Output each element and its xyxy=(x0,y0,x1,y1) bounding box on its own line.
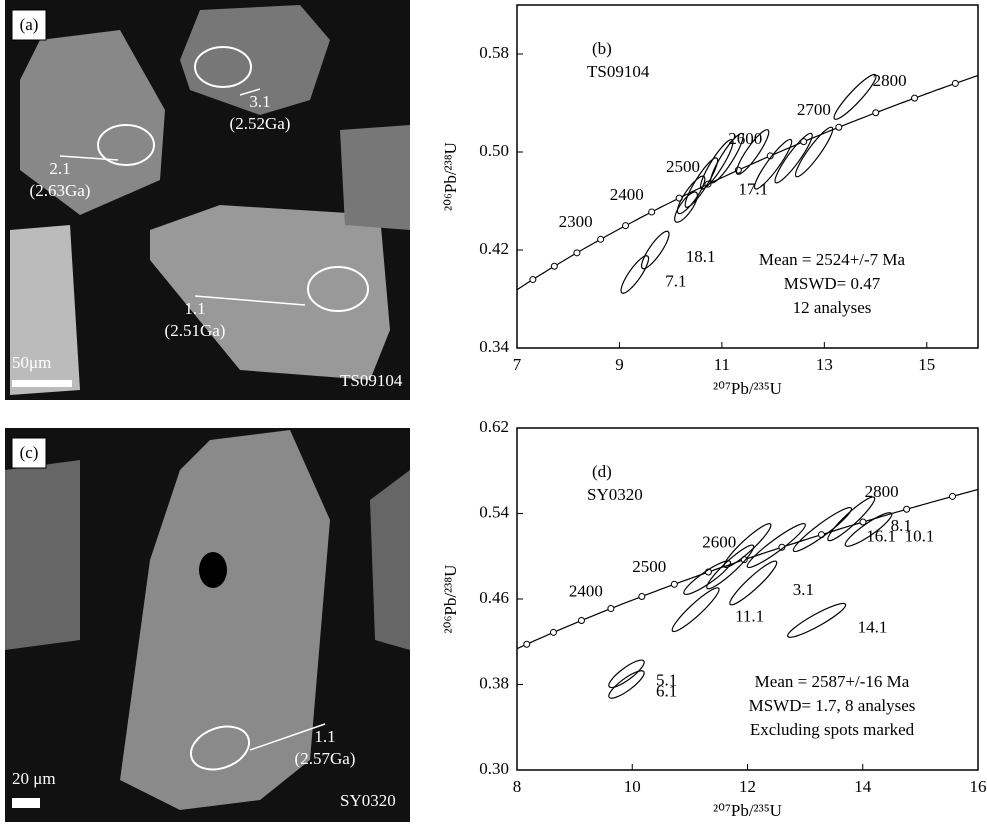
spot-age: (2.57Ga) xyxy=(295,749,356,768)
panel-label: (a) xyxy=(20,15,39,34)
spot-age: (2.52Ga) xyxy=(230,114,291,133)
age-marker xyxy=(598,236,604,242)
error-ellipse xyxy=(726,557,780,609)
y-tick-label: 0.34 xyxy=(479,337,509,356)
spot-id: 1.1 xyxy=(184,299,205,318)
y-tick-label: 0.38 xyxy=(479,673,509,692)
spot-age: (2.63Ga) xyxy=(30,181,91,200)
sample-label: TS09104 xyxy=(340,371,403,390)
age-marker xyxy=(578,618,584,624)
concordia-plot: 7 9 11 13 15 0.34 0.42 0.50 0.58 ²⁰⁷Pb/²³⁵U ²⁰⁶Pb/… xyxy=(441,5,978,398)
x-axis-label: ²⁰⁷Pb/²³⁵U xyxy=(713,801,782,820)
spot-id: 2.1 xyxy=(49,159,70,178)
spot-label: 18.1 xyxy=(686,247,716,266)
y-tick-label: 0.58 xyxy=(479,43,509,62)
age-marker xyxy=(639,593,645,599)
figure: (a) TS09104 50μm 3.1 (2.52Ga) 2.1 (2.63Ga) 1.1 (… xyxy=(0,0,987,825)
concordia-plot: 8 10 12 14 16 0.30 0.38 0.46 0.54 0.62 ²⁰⁷Pb/²³⁵U ²… xyxy=(441,417,987,820)
x-tick-label: 10 xyxy=(624,777,641,796)
age-marker xyxy=(574,250,580,256)
age-label: 2700 xyxy=(797,100,831,119)
error-ellipse xyxy=(785,599,848,642)
age-marker xyxy=(671,581,677,587)
x-tick-label: 14 xyxy=(854,777,872,796)
spot-label: 17.1 xyxy=(738,180,768,199)
error-ellipse xyxy=(617,253,652,297)
age-marker xyxy=(530,277,536,283)
annotation: MSWD= 0.47 xyxy=(784,274,881,293)
spot-id: 1.1 xyxy=(314,727,335,746)
annotation: Mean = 2524+/-7 Ma xyxy=(759,250,906,269)
spot-label: 7.1 xyxy=(665,271,686,290)
sample-label: TS09104 xyxy=(587,62,650,81)
age-marker xyxy=(649,209,655,215)
age-marker xyxy=(952,80,958,86)
panel-label: (b) xyxy=(592,39,612,58)
sample-label: SY0320 xyxy=(587,485,643,504)
spot-age: (2.51Ga) xyxy=(165,321,226,340)
x-tick-label: 7 xyxy=(513,355,522,374)
spot-label: 11.1 xyxy=(735,607,764,626)
age-marker xyxy=(550,629,556,635)
age-marker xyxy=(608,606,614,612)
error-ellipse xyxy=(791,124,837,180)
annotation: MSWD= 1.7, 8 analyses xyxy=(749,696,916,715)
x-axis-label: ²⁰⁷Pb/²³⁵U xyxy=(713,379,782,398)
y-tick-label: 0.62 xyxy=(479,417,509,436)
scale-label: 50μm xyxy=(12,353,51,372)
error-ellipse xyxy=(790,503,855,555)
y-tick-label: 0.42 xyxy=(479,239,509,258)
annotation: 12 analyses xyxy=(793,298,872,317)
error-ellipse xyxy=(606,667,648,702)
x-tick-label: 15 xyxy=(918,355,935,374)
x-tick-label: 9 xyxy=(615,355,624,374)
error-ellipse xyxy=(638,228,673,272)
age-marker xyxy=(551,263,557,269)
spot-label: 3.1 xyxy=(793,580,814,599)
error-ellipse xyxy=(771,130,817,186)
age-label: 2500 xyxy=(666,157,700,176)
image-a xyxy=(5,0,410,400)
age-marker xyxy=(904,506,910,512)
spot-label: 6.1 xyxy=(656,681,677,700)
panel-label: (c) xyxy=(20,443,39,462)
age-label: 2400 xyxy=(569,581,603,600)
age-marker xyxy=(836,124,842,130)
y-tick-label: 0.50 xyxy=(479,141,509,160)
annotation: Mean = 2587+/-16 Ma xyxy=(755,672,910,691)
y-axis-label: ²⁰⁶Pb/²³⁸U xyxy=(441,565,460,634)
x-tick-label: 16 xyxy=(970,777,987,796)
x-tick-label: 11 xyxy=(714,355,730,374)
y-tick-label: 0.30 xyxy=(479,759,509,778)
age-label: 2300 xyxy=(559,212,593,231)
sample-label: SY0320 xyxy=(340,791,396,810)
x-tick-label: 8 xyxy=(513,777,522,796)
error-ellipse xyxy=(606,656,648,691)
age-label: 2600 xyxy=(702,533,736,552)
panel-label: (d) xyxy=(592,462,612,481)
spot-id: 3.1 xyxy=(249,92,270,111)
age-marker xyxy=(912,95,918,101)
x-tick-label: 13 xyxy=(816,355,833,374)
y-tick-label: 0.46 xyxy=(479,588,509,607)
age-marker xyxy=(623,223,629,229)
spot-label: 10.1 xyxy=(905,526,935,545)
scale-label: 20 μm xyxy=(12,769,56,788)
age-label: 2800 xyxy=(873,71,907,90)
age-marker xyxy=(524,641,530,647)
x-tick-label: 12 xyxy=(739,777,756,796)
y-tick-label: 0.54 xyxy=(479,502,509,521)
age-marker xyxy=(873,110,879,116)
age-marker xyxy=(949,493,955,499)
y-axis-label: ²⁰⁶Pb/²³⁸U xyxy=(441,142,460,211)
spot-label: 14.1 xyxy=(858,617,888,636)
age-label: 2400 xyxy=(610,185,644,204)
age-label: 2600 xyxy=(728,129,762,148)
plot-frame xyxy=(517,5,978,348)
age-label: 2500 xyxy=(632,557,666,576)
annotation: Excluding spots marked xyxy=(750,720,915,739)
